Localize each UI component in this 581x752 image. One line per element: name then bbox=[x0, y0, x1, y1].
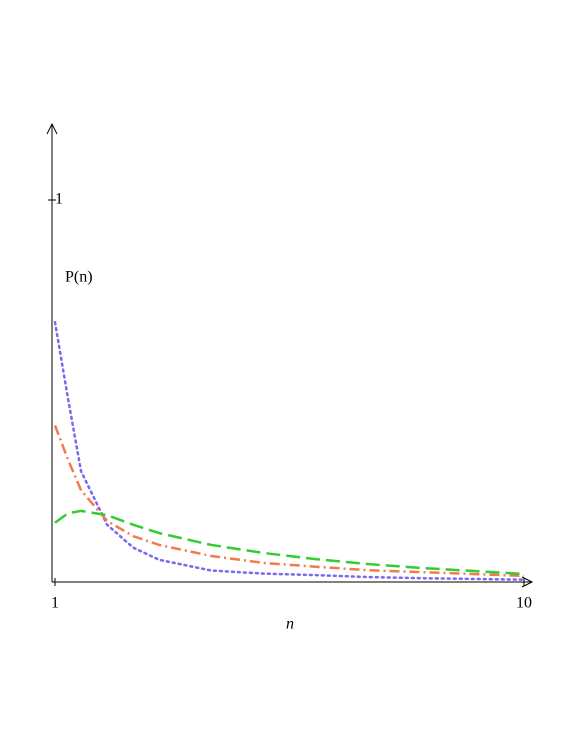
data-line bbox=[53, 424, 525, 578]
data-line bbox=[54, 509, 525, 576]
y-axis-arrow bbox=[46, 122, 58, 135]
x-tick-label: 10 bbox=[516, 595, 532, 612]
y-tick-label: 1 bbox=[55, 191, 63, 208]
x-axis-arrow bbox=[521, 576, 534, 588]
y-axis-label: P(n) bbox=[65, 269, 93, 286]
data-line bbox=[53, 320, 526, 581]
x-axis-label: n bbox=[286, 616, 294, 633]
x-tick-label: 1 bbox=[51, 595, 59, 612]
